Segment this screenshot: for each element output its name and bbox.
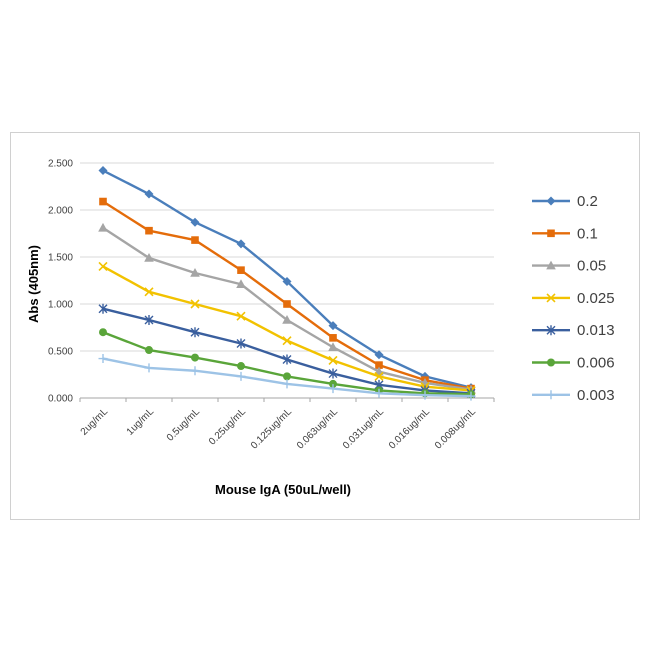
y-tick-label: 1.500 bbox=[48, 253, 73, 264]
x-axis-ticks: 2ug/mL 1ug/mL 0.5ug/mL 0.25ug/mL 0.125ug/mL 0… bbox=[79, 406, 479, 451]
data-point bbox=[282, 379, 292, 389]
data-point bbox=[282, 314, 292, 324]
y-axis-ticks: 0.000 0.500 1.000 1.500 2.000 2.500 bbox=[48, 159, 73, 405]
data-point bbox=[546, 196, 556, 206]
legend-item: 0.006 bbox=[532, 355, 615, 372]
x-tick-label: 0.125ug/mL bbox=[249, 406, 294, 451]
series-0.003 bbox=[98, 354, 476, 401]
data-point bbox=[420, 390, 430, 400]
y-tick-label: 2.000 bbox=[48, 206, 73, 217]
data-point bbox=[236, 239, 246, 249]
data-point bbox=[144, 252, 154, 262]
x-tick-label: 0.016ug/mL bbox=[387, 406, 432, 451]
data-point bbox=[190, 299, 200, 309]
data-point bbox=[282, 336, 292, 346]
data-point bbox=[237, 362, 245, 371]
chart-frame bbox=[10, 132, 640, 520]
data-point bbox=[546, 390, 556, 400]
data-point bbox=[98, 354, 108, 364]
data-point bbox=[329, 379, 337, 388]
data-point bbox=[144, 189, 154, 199]
data-point bbox=[99, 328, 107, 337]
legend-item: 0.2 bbox=[532, 193, 598, 210]
data-point bbox=[191, 353, 199, 362]
data-point bbox=[328, 342, 338, 352]
data-point bbox=[546, 325, 556, 336]
data-point bbox=[98, 303, 108, 314]
data-point bbox=[99, 197, 107, 206]
x-tick-label: 0.25ug/mL bbox=[207, 406, 249, 448]
legend-item: 0.013 bbox=[532, 322, 615, 339]
data-point bbox=[282, 354, 292, 365]
data-point bbox=[328, 355, 338, 365]
y-tick-label: 0.000 bbox=[48, 394, 73, 405]
data-point bbox=[282, 276, 292, 286]
data-point bbox=[374, 350, 384, 360]
legend-item: 0.05 bbox=[532, 258, 606, 275]
data-point bbox=[144, 314, 154, 325]
data-point bbox=[546, 260, 556, 270]
x-tick-label: 0.5ug/mL bbox=[165, 406, 203, 444]
data-point bbox=[546, 293, 556, 303]
data-point bbox=[237, 266, 245, 274]
data-point bbox=[236, 279, 246, 289]
y-tick-label: 0.500 bbox=[48, 347, 73, 358]
legend-label: 0.013 bbox=[577, 322, 615, 339]
x-tick-label: 1ug/mL bbox=[125, 406, 157, 438]
data-point bbox=[144, 287, 154, 297]
legend-label: 0.2 bbox=[577, 193, 598, 210]
y-tick-label: 2.500 bbox=[48, 159, 73, 170]
data-point bbox=[236, 338, 246, 349]
data-point bbox=[236, 311, 246, 321]
x-tick-label: 0.031ug/mL bbox=[341, 406, 386, 451]
legend-item: 0.003 bbox=[532, 387, 615, 404]
data-point bbox=[328, 321, 338, 331]
data-point bbox=[547, 358, 555, 367]
data-point bbox=[145, 226, 153, 235]
data-point bbox=[283, 372, 291, 381]
legend-label: 0.025 bbox=[577, 290, 615, 307]
data-point bbox=[191, 236, 199, 244]
legend-label: 0.1 bbox=[577, 225, 598, 242]
data-point bbox=[374, 388, 384, 398]
series-0.2 bbox=[98, 166, 476, 393]
series-layer bbox=[98, 166, 476, 401]
data-point bbox=[283, 300, 291, 308]
data-point bbox=[328, 384, 338, 394]
data-point bbox=[547, 229, 555, 238]
data-point bbox=[329, 334, 337, 342]
legend-label: 0.006 bbox=[577, 355, 615, 372]
legend: 0.2 0.1 0.05 0.025 0.013 0.006 0.003 bbox=[532, 193, 615, 404]
y-axis-title: Abs (405nm) bbox=[26, 245, 41, 323]
series-line bbox=[102, 226, 472, 391]
legend-label: 0.05 bbox=[577, 258, 606, 275]
data-point bbox=[190, 217, 200, 227]
x-tick-label: 0.008ug/mL bbox=[433, 406, 478, 451]
data-point bbox=[328, 368, 338, 379]
legend-item: 0.025 bbox=[532, 290, 615, 307]
data-point bbox=[98, 261, 108, 271]
data-point bbox=[374, 371, 384, 381]
data-point bbox=[466, 391, 476, 401]
data-point bbox=[145, 346, 153, 355]
legend-label: 0.003 bbox=[577, 387, 615, 404]
data-point bbox=[190, 327, 200, 338]
data-point bbox=[190, 267, 200, 277]
x-tick-label: 0.063ug/mL bbox=[295, 406, 340, 451]
data-point bbox=[144, 363, 154, 373]
x-tick-label: 2ug/mL bbox=[79, 406, 111, 438]
data-point bbox=[236, 371, 246, 381]
data-point bbox=[375, 361, 383, 369]
data-point bbox=[98, 222, 108, 232]
data-point bbox=[190, 366, 200, 376]
legend-item: 0.1 bbox=[532, 225, 598, 242]
data-point bbox=[98, 166, 108, 176]
x-axis-title: Mouse IgA (50uL/well) bbox=[215, 482, 351, 497]
y-tick-label: 1.000 bbox=[48, 300, 73, 311]
